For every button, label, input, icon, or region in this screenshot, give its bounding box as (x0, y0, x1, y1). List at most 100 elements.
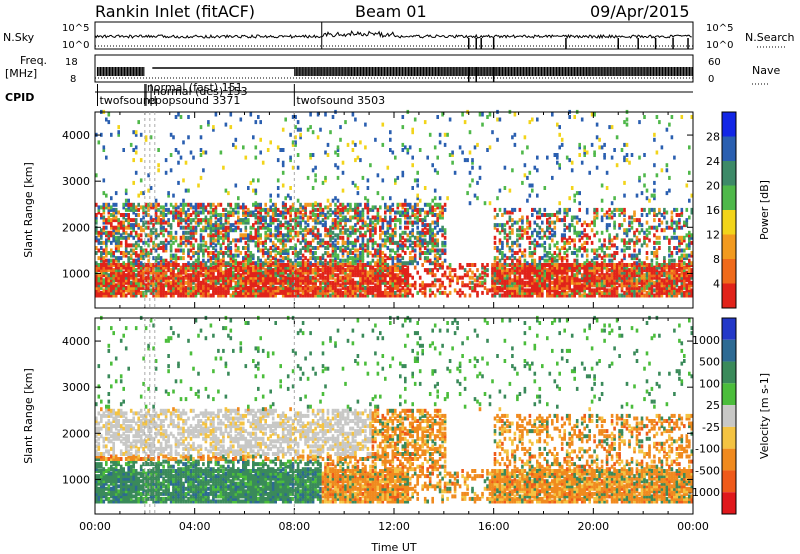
data-cell (234, 258, 238, 263)
data-cell (518, 278, 522, 283)
data-cell (598, 263, 601, 267)
data-cell (202, 263, 205, 267)
data-cell (324, 251, 327, 255)
data-cell (212, 278, 215, 283)
data-cell (192, 285, 195, 290)
data-cell (252, 225, 255, 230)
data-cell (107, 210, 111, 215)
data-cell (508, 283, 512, 288)
data-cell (675, 290, 679, 295)
data-cell (117, 235, 120, 240)
data-cell (523, 273, 527, 278)
data-cell (192, 228, 195, 233)
data-cell (620, 285, 624, 290)
data-cell (688, 288, 691, 293)
data-cell (257, 215, 260, 220)
data-cell (518, 288, 522, 293)
data-cell (219, 285, 223, 290)
data-cell (635, 288, 639, 293)
data-cell (294, 278, 297, 283)
data-cell (570, 270, 574, 275)
data-cell (189, 280, 193, 285)
data-cell (349, 261, 352, 266)
data-cell (511, 280, 514, 285)
data-cell (112, 275, 115, 280)
data-cell (264, 273, 267, 278)
data-cell (640, 283, 644, 288)
data-cell (374, 215, 377, 220)
data-cell (162, 261, 165, 266)
data-cell (536, 278, 539, 283)
data-cell (119, 268, 123, 273)
data-cell (324, 278, 327, 283)
data-cell (187, 285, 190, 290)
data-cell (421, 290, 424, 295)
data-cell (319, 207, 322, 212)
data-cell (321, 268, 325, 273)
data-cell (620, 265, 624, 270)
data-cell (346, 202, 350, 207)
data-cell (100, 278, 103, 283)
data-cell (162, 270, 165, 275)
data-cell (541, 283, 544, 288)
data-cell (608, 268, 611, 273)
data-cell (496, 256, 499, 261)
data-cell (638, 265, 641, 270)
data-cell (498, 223, 502, 228)
data-cell (448, 280, 452, 285)
data-cell (159, 230, 163, 235)
data-cell (633, 293, 636, 298)
data-cell (670, 263, 674, 267)
data-cell (232, 253, 235, 258)
data-cell (421, 280, 424, 285)
data-cell (110, 223, 113, 228)
data-cell (254, 293, 258, 298)
data-cell (336, 278, 340, 283)
data-cell (147, 265, 150, 270)
data-cell (326, 280, 330, 285)
nsky-label: N.Sky (3, 31, 35, 44)
data-cell (526, 235, 529, 240)
data-cell (665, 288, 669, 293)
data-cell (316, 273, 320, 278)
data-cell (391, 273, 395, 278)
data-cell (321, 293, 325, 298)
data-cell (95, 261, 98, 266)
data-cell (491, 270, 494, 275)
data-cell (306, 230, 310, 235)
data-cell (217, 240, 220, 245)
data-cell (518, 273, 522, 278)
data-cell (578, 263, 581, 267)
data-cell (389, 253, 392, 258)
data-cell (560, 273, 564, 278)
data-cell (259, 278, 262, 283)
date-title: 09/Apr/2015 (590, 2, 690, 21)
data-cell (404, 220, 407, 225)
data-cell (214, 238, 218, 243)
data-cell (319, 220, 322, 225)
data-cell (433, 273, 437, 278)
data-cell (129, 288, 133, 293)
data-cell (610, 268, 614, 273)
data-cell (685, 263, 689, 267)
data-cell (154, 230, 158, 235)
data-cell (473, 278, 477, 283)
data-cell (114, 246, 118, 250)
data-cell (501, 268, 504, 273)
data-cell (269, 253, 272, 258)
data-cell (229, 225, 233, 230)
data-cell (426, 283, 429, 288)
data-cell (471, 275, 474, 280)
data-cell (406, 280, 410, 285)
data-cell (264, 258, 267, 263)
data-cell (129, 290, 133, 295)
data-cell (207, 223, 210, 228)
nave-tick-bottom: 0 (708, 74, 714, 85)
data-cell (615, 273, 619, 278)
data-cell (491, 288, 494, 293)
data-cell (212, 210, 215, 215)
data-cell (127, 258, 130, 263)
data-cell (598, 265, 601, 270)
data-cell (433, 238, 437, 243)
